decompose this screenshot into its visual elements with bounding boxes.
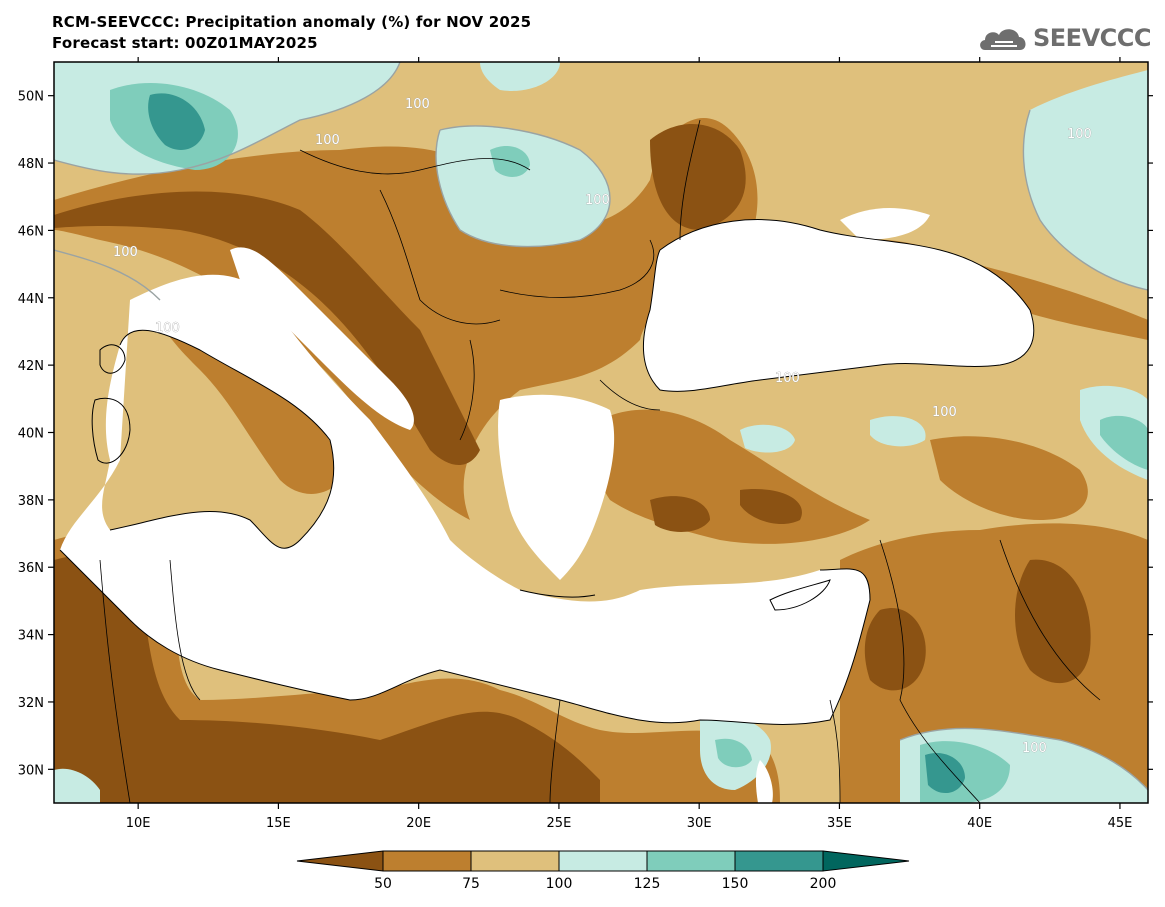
colorbar: 50 75 100 125 150 200 <box>296 850 910 892</box>
lat-tick-label: 34N <box>18 629 44 644</box>
colorbar-swatch <box>822 850 910 872</box>
lat-tick-label: 32N <box>18 696 44 711</box>
colorbar-tick-label: 150 <box>722 876 749 892</box>
logo-text: SEEVCCC <box>1033 24 1152 52</box>
contour-label: 100 <box>585 193 610 208</box>
field-150-200 <box>148 93 965 794</box>
lat-tick-label: 48N <box>18 157 44 172</box>
contour-label: 100 <box>1067 127 1092 142</box>
sea-areas <box>60 208 1034 803</box>
lon-tick-label: 35E <box>827 816 852 831</box>
lon-tick-label: 30E <box>687 816 712 831</box>
map-title: RCM-SEEVCCC: Precipitation anomaly (%) f… <box>52 13 532 31</box>
lon-tick-label: 45E <box>1108 816 1133 831</box>
lat-tick-label: 44N <box>18 292 44 307</box>
contour-label: 100 <box>113 245 138 260</box>
lon-tick-label: 20E <box>406 816 431 831</box>
colorbar-tick-label: 50 <box>374 876 392 892</box>
colorbar-swatch <box>558 850 648 872</box>
colorbar-swatch <box>646 850 736 872</box>
lat-tick-label: 36N <box>18 561 44 576</box>
latitude-axis: 50N 48N 46N 44N 42N 40N 38N 36N 34N 32N 30N <box>18 90 1153 778</box>
lon-tick-label: 10E <box>126 816 151 831</box>
lat-tick-label: 40N <box>18 427 44 442</box>
contour-labels: 100 100 100 100 100 100 100 100 100 <box>113 97 1092 757</box>
colorbar-tick-label: 125 <box>634 876 661 892</box>
field-below-50 <box>54 123 1091 803</box>
lat-tick-label: 46N <box>18 224 44 239</box>
contour-label: 100 <box>155 321 180 336</box>
colorbar-tick-label: 100 <box>546 876 573 892</box>
colorbar-swatch <box>734 850 824 872</box>
map-plot-area: 100 100 100 100 100 100 100 100 100 <box>54 62 1148 803</box>
contour-label: 100 <box>315 133 340 148</box>
seevccc-logo: SEEVCCC <box>977 22 1152 54</box>
longitude-axis: 10E 15E 20E 25E 30E 35E 40E 45E <box>126 57 1133 831</box>
contour-label: 100 <box>1022 741 1047 756</box>
lat-tick-label: 38N <box>18 494 44 509</box>
lon-tick-label: 25E <box>547 816 572 831</box>
colorbar-tick-label: 200 <box>810 876 837 892</box>
lon-tick-label: 15E <box>266 816 291 831</box>
colorbar-tick-label: 75 <box>462 876 480 892</box>
map-title-block: RCM-SEEVCCC: Precipitation anomaly (%) f… <box>52 12 531 54</box>
contour-label: 100 <box>932 405 957 420</box>
contour-lines <box>54 62 1148 791</box>
colorbar-swatch <box>470 850 560 872</box>
lon-tick-label: 40E <box>967 816 992 831</box>
lat-tick-label: 42N <box>18 359 44 374</box>
lat-tick-label: 50N <box>18 90 44 105</box>
contour-label: 100 <box>775 371 800 386</box>
forecast-start-label: Forecast start: 00Z01MAY2025 <box>52 34 318 52</box>
lat-tick-label: 30N <box>18 763 44 778</box>
country-borders <box>99 119 1101 803</box>
colorbar-swatch <box>296 850 384 872</box>
colorbar-swatch <box>382 850 472 872</box>
contour-label: 100 <box>405 97 430 112</box>
cloud-logo-icon <box>980 29 1026 50</box>
coastlines <box>59 219 1035 725</box>
